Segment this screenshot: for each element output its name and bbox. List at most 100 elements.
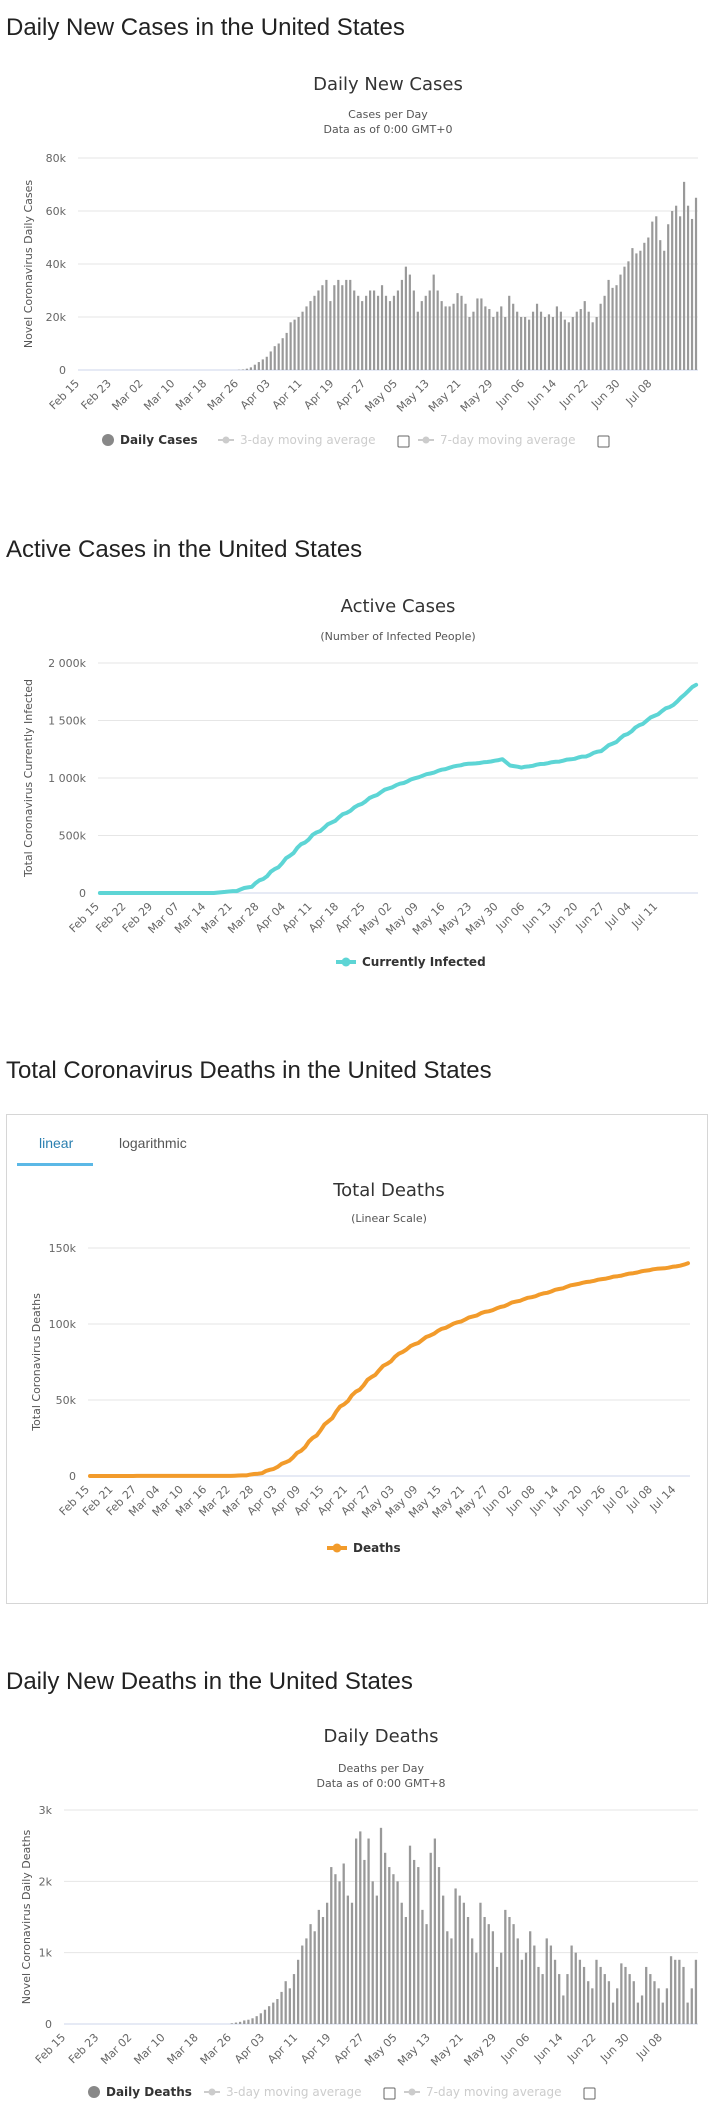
bar <box>604 296 606 370</box>
legend-label[interactable]: Daily Deaths <box>106 2085 192 2099</box>
bar <box>401 280 403 370</box>
bar <box>516 312 518 370</box>
chart-title: Daily Deaths <box>323 1726 438 1747</box>
y-axis-label: Total Coronavirus Currently Infected <box>22 679 35 878</box>
legend-checkbox[interactable] <box>398 436 409 447</box>
legend-item-moving-average[interactable]: 7-day moving average <box>404 2085 561 2099</box>
bar <box>500 306 502 370</box>
bar <box>550 1946 552 2024</box>
x-tick-label: May 13 <box>395 2031 433 2069</box>
legend-item-moving-average[interactable]: 3-day moving average <box>218 433 375 447</box>
bar <box>450 1938 452 2024</box>
bar <box>558 1974 560 2024</box>
bar <box>528 320 530 370</box>
legend-item-moving-average[interactable]: 7-day moving average <box>418 433 575 447</box>
x-tick-label: Apr 11 <box>270 377 305 412</box>
bar <box>492 1931 494 2024</box>
bar <box>584 301 586 370</box>
bar <box>596 317 598 370</box>
legend-item-primary[interactable]: Daily Cases <box>102 433 198 447</box>
legend-checkbox[interactable] <box>598 436 609 447</box>
chart-title: Active Cases <box>341 596 456 617</box>
bar <box>289 1988 291 2024</box>
legend-label[interactable]: 7-day moving average <box>426 2085 561 2099</box>
legend-label[interactable]: 3-day moving average <box>240 433 375 447</box>
x-tick-label: Apr 03 <box>232 2031 267 2066</box>
bar <box>463 1903 465 2024</box>
legend-label[interactable]: Daily Cases <box>120 433 198 447</box>
bar <box>355 1839 357 2024</box>
bar <box>580 309 582 370</box>
bar <box>674 1960 676 2024</box>
bar <box>504 1910 506 2024</box>
bar <box>459 1896 461 2024</box>
bar <box>575 1953 577 2024</box>
bar <box>566 1974 568 2024</box>
bar <box>583 1967 585 2024</box>
legend-label[interactable]: Deaths <box>353 1541 401 1555</box>
legend-item-moving-average[interactable]: 3-day moving average <box>204 2085 361 2099</box>
y-tick-label: 1 000k <box>48 772 86 785</box>
x-tick-label: May 05 <box>362 2031 400 2069</box>
bar <box>537 1967 539 2024</box>
bar <box>615 285 617 370</box>
bar <box>671 211 673 370</box>
legend-item-primary[interactable]: Daily Deaths <box>88 2085 192 2099</box>
x-tick-label: Mar 26 <box>198 2031 234 2067</box>
tab-linear[interactable]: linear <box>39 1135 73 1151</box>
bar <box>421 1910 423 2024</box>
active-cases-chart: Active Cases (Number of Infected People) T… <box>0 582 716 982</box>
bar <box>363 1860 365 2024</box>
bar <box>633 1981 635 2024</box>
bar <box>278 344 280 371</box>
bar <box>653 1981 655 2024</box>
x-tick-label: Mar 02 <box>109 377 145 413</box>
bar <box>441 301 443 370</box>
bar <box>608 1981 610 2024</box>
tab-logarithmic[interactable]: logarithmic <box>119 1135 187 1151</box>
x-tick-label: Jun 13 <box>519 900 553 934</box>
legend-label[interactable]: 7-day moving average <box>440 433 575 447</box>
bar <box>433 275 435 370</box>
x-tick-label: Mar 18 <box>165 2031 201 2067</box>
legend-dot-icon <box>102 434 114 446</box>
bar <box>343 1864 345 2025</box>
bar <box>616 1988 618 2024</box>
legend-checkbox[interactable] <box>584 2088 595 2099</box>
bar <box>645 1967 647 2024</box>
bar <box>548 314 550 370</box>
chart-subtitle: Data as of 0:00 GMT+8 <box>317 1777 446 1790</box>
bar <box>631 248 633 370</box>
bar <box>554 1960 556 2024</box>
legend-dot-icon <box>88 2086 100 2098</box>
bar <box>290 322 292 370</box>
chart-subtitle: (Number of Infected People) <box>320 630 475 643</box>
x-tick-label: Jun 14 <box>525 377 559 411</box>
bar <box>264 2010 266 2024</box>
bar <box>301 1946 303 2024</box>
bar <box>401 1903 403 2024</box>
bar <box>353 291 355 371</box>
bar <box>258 362 260 370</box>
bar <box>425 296 427 370</box>
legend-label[interactable]: 3-day moving average <box>226 2085 361 2099</box>
bar <box>512 304 514 370</box>
bar <box>592 322 594 370</box>
x-tick-label: Jul 08 <box>623 377 655 409</box>
x-tick-label: Jun 06 <box>498 2031 532 2065</box>
legend-label[interactable]: Currently Infected <box>362 955 486 969</box>
bar <box>397 291 399 371</box>
legend-marker-icon <box>423 437 430 444</box>
bar <box>471 1938 473 2024</box>
legend-checkbox[interactable] <box>384 2088 395 2099</box>
bar <box>695 1960 697 2024</box>
active-cases-section-title: Active Cases in the United States <box>6 536 362 564</box>
legend-item[interactable]: Currently Infected <box>336 955 486 969</box>
bar <box>359 1831 361 2024</box>
bar <box>691 219 693 370</box>
bar <box>309 1924 311 2024</box>
bar <box>409 1846 411 2024</box>
bar <box>500 1953 502 2024</box>
legend-item[interactable]: Deaths <box>327 1541 401 1555</box>
